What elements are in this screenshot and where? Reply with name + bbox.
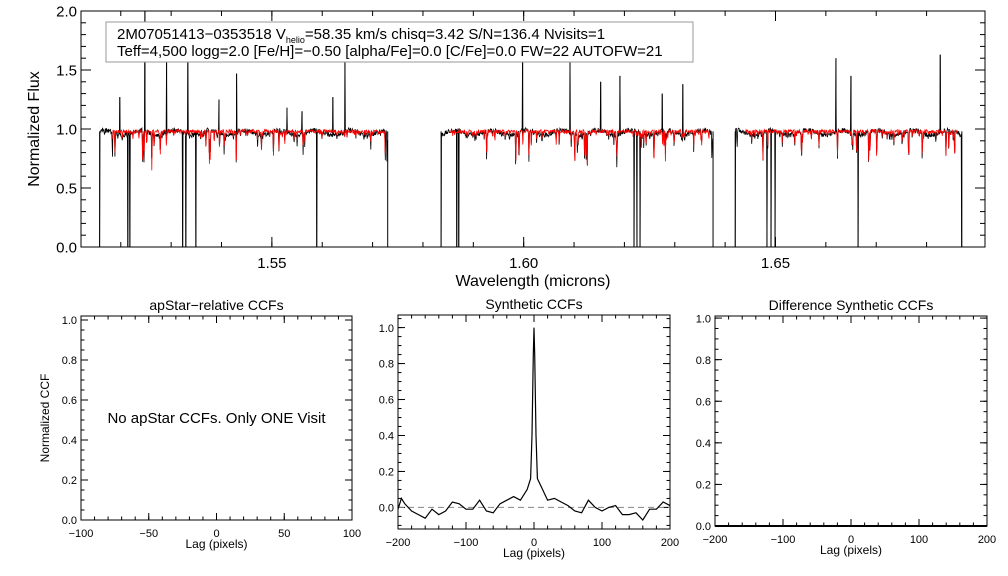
x-tick-label: −200 [386,537,411,549]
x-tick-label: −100 [69,528,94,540]
x-tick-label: 0 [531,537,537,549]
panel-title: Synthetic CCFs [485,296,582,312]
y-tick-label: 0.2 [696,480,711,492]
x-tick-label: 0 [848,534,854,546]
x-axis-label: Wavelength (microns) [455,273,610,290]
model-spectrum-chip-3 [744,128,958,161]
y-tick-label: 0.0 [379,503,394,515]
x-axis-label: Lag (pixels) [185,537,247,551]
x-tick-label: −100 [771,534,796,546]
synthetic-ccf-panel: −200 −100 0 100 200 0.0 0.2 0.4 0.6 0.8 1.0 Synthet… [379,296,679,560]
observed-spectrum-chip-2 [440,46,713,247]
y-tick-label: 0.0 [56,240,77,257]
y-tick-label: 0.2 [62,475,77,487]
y-tick-label: 1.0 [696,313,711,325]
legend-box: 2M07051413−0353518 Vhelio=58.35 km/s chi… [105,21,694,63]
y-axis-label: Normalized Flux [26,71,43,187]
y-tick-label: 0.6 [696,396,711,408]
x-tick-label: 50 [278,528,290,540]
y-tick-label: 0.4 [696,438,711,450]
y-tick-label: 2.0 [56,4,77,21]
y-tick-label: 0.0 [696,521,711,533]
model-spectrum-chip-2 [450,128,710,164]
y-tick-label: 0.8 [696,355,711,367]
x-tick-label: 100 [343,528,361,540]
y-tick-label: 0.5 [56,181,77,198]
observed-spectrum-chip-1 [99,11,388,247]
plot-frame [80,10,986,248]
plot-frame [397,314,671,530]
y-tick-label: 0.6 [379,395,394,407]
spectrum-lines [99,11,963,247]
x-tick-label: −100 [454,537,479,549]
y-tick-label: 1.0 [379,323,394,335]
x-axis-label: Lag (pixels) [820,543,882,557]
y-axis-label: Normalized CCF [38,374,52,463]
panel-title: apStar−relative CCFs [149,297,283,313]
x-tick-label: 1.65 [761,255,790,272]
y-tick-label: 0.2 [379,467,394,479]
no-ccf-annotation: No apStar CCFs. Only ONE Visit [107,410,326,427]
y-tick-label: 0.8 [62,355,77,367]
plot-frame [714,315,988,527]
y-tick-label: 0.0 [62,515,77,527]
x-tick-label: 0 [213,528,219,540]
plot-frame [80,315,353,521]
legend-line-2: Teff=4,500 logg=2.0 [Fe/H]=−0.50 [alpha/… [117,43,663,60]
apstar-ccf-panel: −100 −50 0 50 100 0.0 0.2 0.4 0.6 0.8 1.0 apStar−re… [38,297,361,551]
model-spectrum-chip-1 [112,128,386,171]
y-tick-label: 0.4 [379,431,394,443]
difference-ccf-panel: −200 −100 0 100 200 0.0 0.2 0.4 0.6 0.8 1.0 Differe… [696,297,996,557]
x-tick-label: 100 [593,537,611,549]
x-tick-label: 1.55 [257,255,286,272]
x-tick-label: 200 [978,534,996,546]
y-tick-label: 0.4 [62,435,77,447]
y-tick-label: 0.6 [62,395,77,407]
observed-spectrum-chip-3 [734,54,962,247]
y-tick-label: 1.0 [56,122,77,139]
x-tick-label: 1.60 [509,255,538,272]
x-tick-label: 100 [910,534,928,546]
y-tick-label: 0.8 [379,359,394,371]
y-tick-label: 1.0 [62,315,77,327]
spectrum-panel: 1.55 1.60 1.65 0.0 0.5 1.0 1.5 2.0 Wavelength (m… [26,4,986,290]
x-tick-label: −200 [703,534,728,546]
y-tick-label: 1.5 [56,63,77,80]
synthetic-ccf-line [398,327,670,521]
legend-line-1: 2M07051413−0353518 Vhelio=58.35 km/s chi… [117,26,605,45]
panel-title: Difference Synthetic CCFs [769,297,934,313]
x-tick-label: −50 [139,528,158,540]
x-axis-label: Lag (pixels) [503,546,565,560]
x-tick-label: 200 [661,537,679,549]
